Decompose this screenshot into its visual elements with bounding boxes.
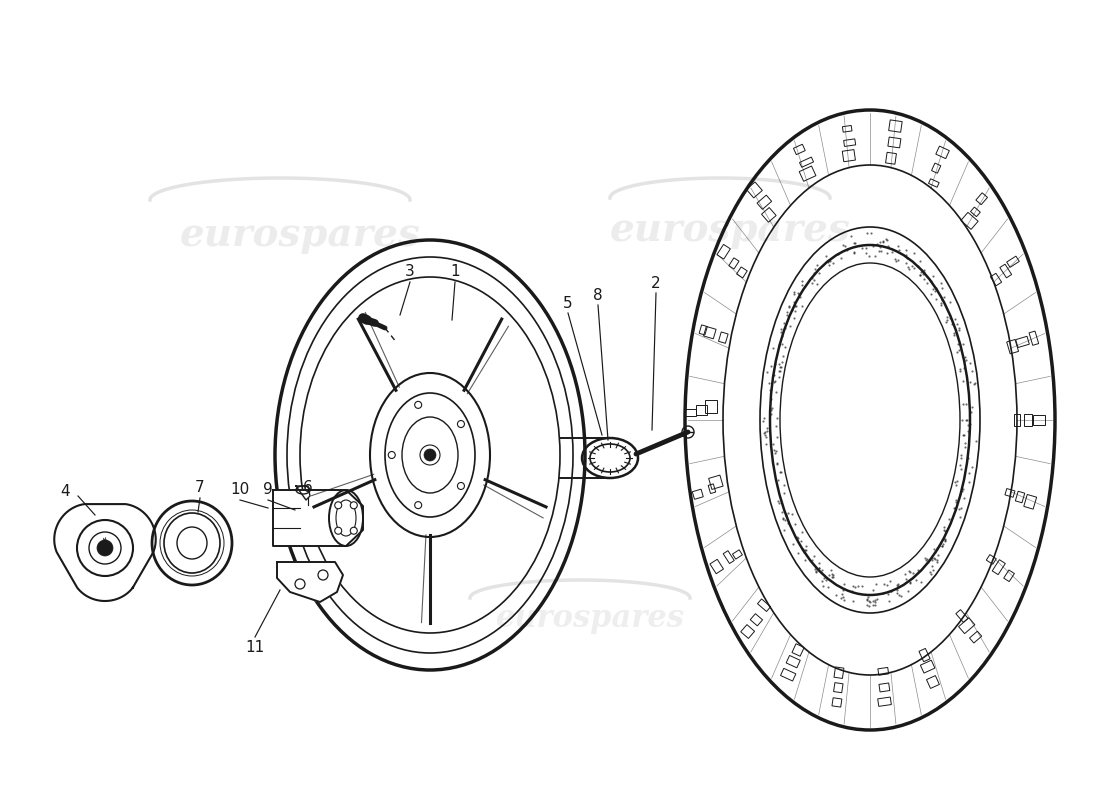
Bar — [1006, 339, 1019, 354]
Bar — [921, 660, 935, 673]
Bar — [1030, 331, 1038, 346]
Bar — [844, 139, 856, 146]
Bar — [717, 245, 730, 259]
Bar — [932, 163, 940, 174]
Bar — [843, 126, 852, 132]
Bar — [758, 599, 771, 611]
Bar — [705, 400, 717, 414]
Text: ♞: ♞ — [98, 537, 112, 551]
Bar — [781, 668, 795, 681]
Bar — [786, 655, 801, 668]
Bar — [704, 326, 716, 339]
Text: 5: 5 — [563, 295, 573, 310]
Bar — [961, 212, 978, 230]
Bar — [723, 550, 735, 563]
Bar — [889, 120, 902, 132]
Bar — [733, 550, 742, 559]
Bar — [747, 182, 762, 198]
Bar — [737, 267, 747, 278]
Bar — [1024, 494, 1036, 509]
Text: 9: 9 — [263, 482, 273, 498]
Bar — [692, 489, 703, 499]
Bar — [834, 667, 844, 678]
Circle shape — [295, 579, 305, 589]
Bar — [792, 644, 804, 656]
Bar — [936, 146, 949, 158]
Text: eurospares: eurospares — [496, 602, 684, 634]
Text: 8: 8 — [593, 287, 603, 302]
Bar — [878, 697, 891, 706]
Bar — [987, 554, 997, 564]
Circle shape — [334, 502, 342, 509]
Bar — [695, 406, 706, 415]
Bar — [1005, 489, 1015, 498]
Bar — [750, 614, 762, 626]
Bar — [970, 207, 980, 217]
Bar — [843, 150, 856, 162]
Bar — [1015, 491, 1025, 502]
Bar — [740, 625, 755, 638]
Bar — [888, 137, 901, 148]
Bar — [1015, 336, 1030, 347]
Bar — [793, 144, 805, 154]
Bar — [1003, 570, 1014, 582]
Text: 6: 6 — [304, 481, 312, 495]
Bar — [1000, 264, 1012, 278]
Circle shape — [424, 449, 436, 461]
Bar — [918, 649, 931, 662]
Bar — [710, 559, 724, 574]
Bar — [1033, 415, 1045, 425]
Bar — [969, 631, 981, 643]
Circle shape — [350, 527, 358, 534]
Bar — [700, 325, 707, 335]
Bar — [718, 332, 728, 343]
Bar — [886, 152, 896, 164]
Bar — [992, 560, 1005, 574]
Bar — [958, 618, 975, 634]
Bar — [708, 484, 716, 494]
Polygon shape — [277, 562, 343, 602]
Text: 10: 10 — [230, 482, 250, 498]
Text: eurospares: eurospares — [609, 211, 850, 249]
Bar — [878, 667, 889, 675]
Polygon shape — [273, 490, 363, 546]
Bar — [1006, 256, 1020, 267]
Bar — [834, 682, 843, 693]
Bar — [761, 207, 777, 222]
Bar — [708, 475, 723, 490]
Bar — [800, 166, 816, 182]
Bar — [879, 683, 890, 692]
Bar — [729, 258, 739, 269]
Bar — [1024, 414, 1032, 426]
Circle shape — [318, 570, 328, 580]
Text: 3: 3 — [405, 265, 415, 279]
Text: 2: 2 — [651, 275, 661, 290]
Bar — [1014, 414, 1020, 426]
Bar — [956, 610, 968, 622]
Text: 1: 1 — [450, 265, 460, 279]
Polygon shape — [54, 504, 156, 601]
Text: 11: 11 — [245, 641, 265, 655]
Circle shape — [334, 527, 342, 534]
Bar — [832, 698, 842, 707]
Text: 4: 4 — [60, 485, 69, 499]
Bar — [928, 178, 939, 187]
Text: eurospares: eurospares — [179, 216, 420, 254]
Text: 7: 7 — [195, 481, 205, 495]
Circle shape — [97, 540, 113, 556]
Bar — [926, 675, 939, 689]
Circle shape — [350, 502, 358, 509]
Bar — [800, 157, 814, 167]
Bar — [990, 274, 1002, 286]
Bar — [757, 195, 772, 210]
Bar — [684, 410, 695, 417]
Bar — [976, 193, 988, 205]
